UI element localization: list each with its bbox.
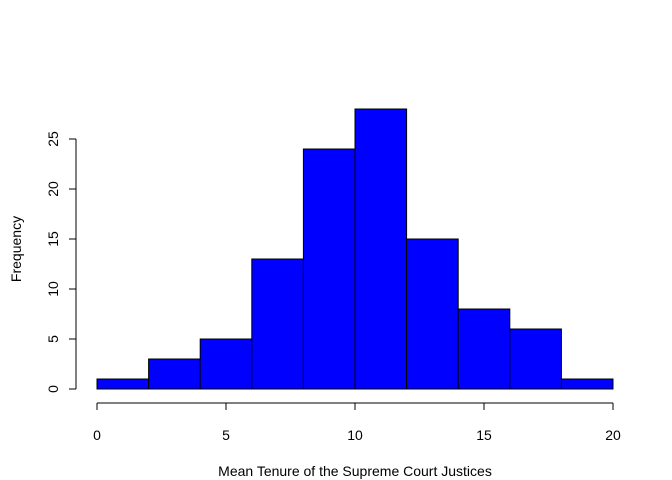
x-axis: 0 5 10 15 20 — [93, 402, 621, 443]
histogram-bar — [354, 108, 408, 390]
histogram-bar — [509, 328, 562, 390]
y-tick-label: 0 — [45, 385, 61, 393]
histogram-bar — [457, 308, 511, 390]
histogram-bar — [199, 338, 253, 390]
x-tick-label: 15 — [476, 427, 492, 443]
bars-group — [96, 108, 614, 390]
y-tick-label: 15 — [45, 231, 61, 247]
histogram-bar — [96, 378, 150, 390]
x-tick-label: 10 — [347, 427, 363, 443]
histogram-bar — [406, 238, 459, 390]
x-tick-label: 0 — [93, 427, 101, 443]
histogram-bar — [560, 378, 614, 390]
x-tick-label: 20 — [605, 427, 621, 443]
y-tick-label: 5 — [45, 335, 61, 343]
histogram-bar — [251, 258, 304, 390]
y-axis: 0 5 10 15 20 25 — [45, 131, 77, 393]
histogram-bar — [148, 358, 201, 390]
y-axis-title: Frequency — [8, 216, 24, 282]
y-tick-label: 25 — [45, 131, 61, 147]
x-tick-label: 5 — [222, 427, 230, 443]
histogram-bar — [302, 148, 356, 390]
x-axis-title: Mean Tenure of the Supreme Court Justice… — [218, 463, 492, 479]
y-tick-label: 20 — [45, 181, 61, 197]
y-tick-label: 10 — [45, 281, 61, 297]
